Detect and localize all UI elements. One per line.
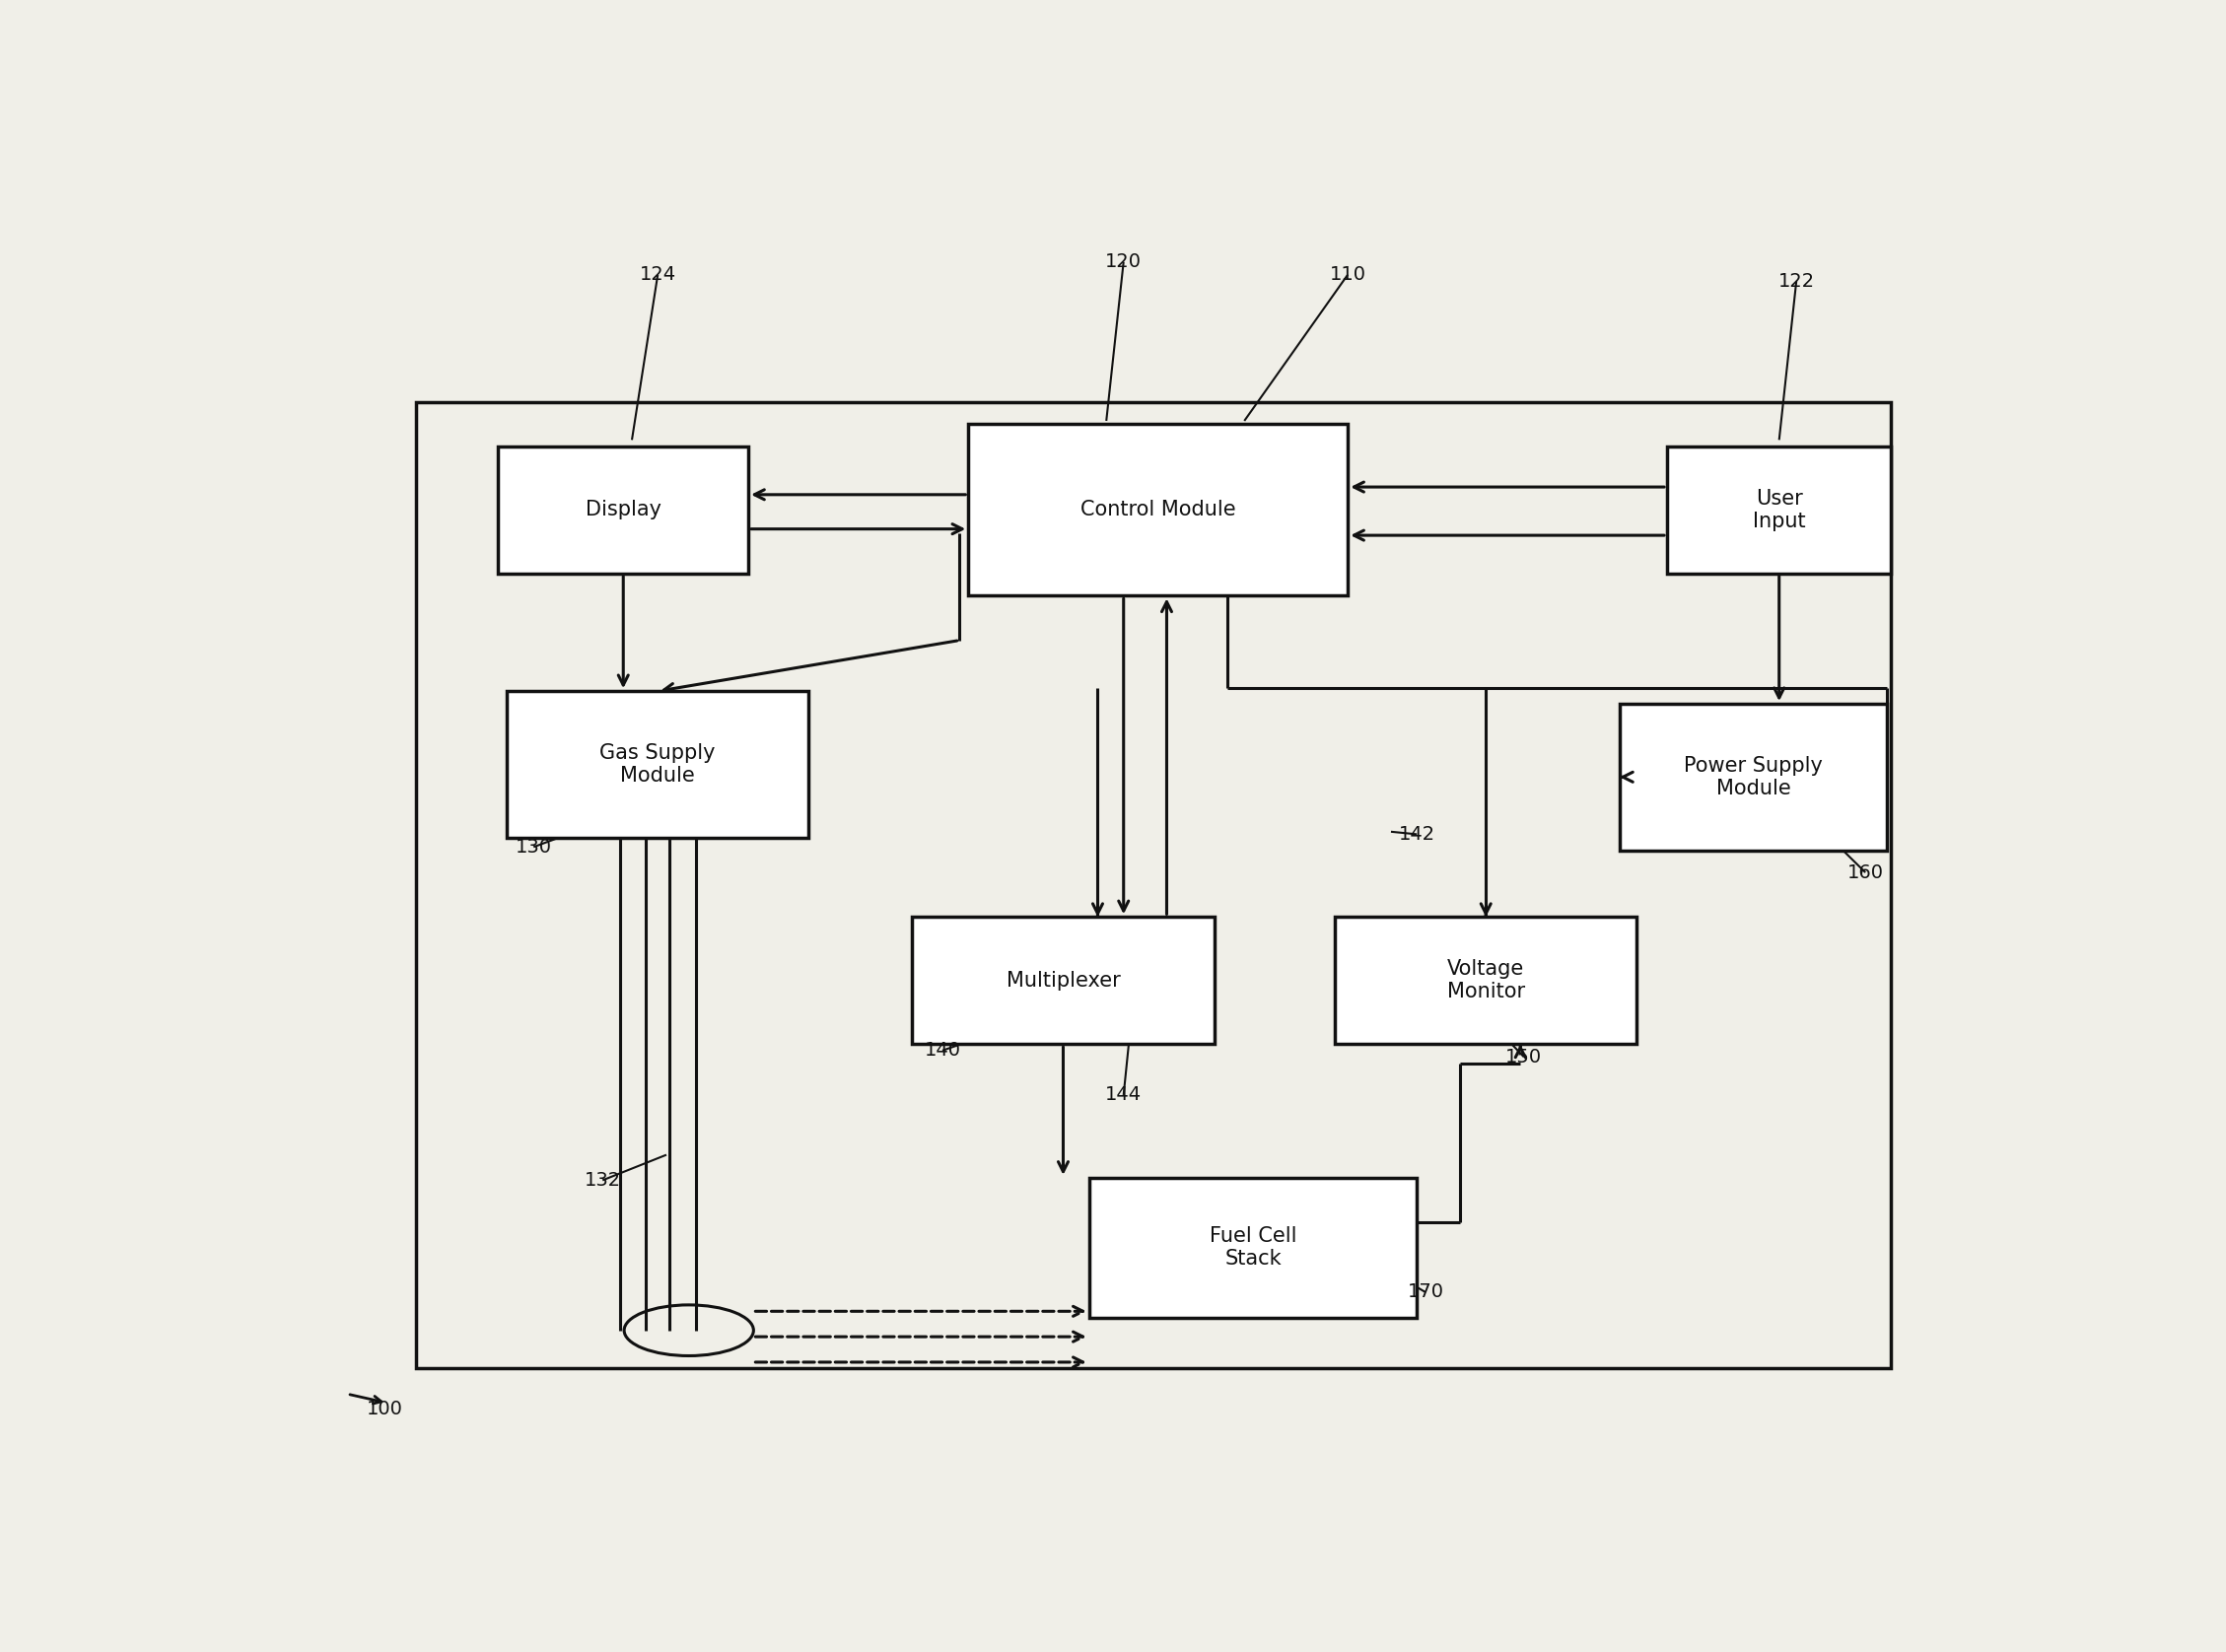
Text: 140: 140 — [924, 1041, 962, 1061]
Text: 110: 110 — [1329, 266, 1367, 284]
Text: 120: 120 — [1106, 253, 1142, 271]
Bar — [1089, 1178, 1416, 1318]
Text: Voltage
Monitor: Voltage Monitor — [1447, 960, 1525, 1001]
Bar — [1621, 704, 1888, 851]
Bar — [968, 425, 1349, 596]
Text: 142: 142 — [1398, 824, 1436, 844]
Text: Control Module: Control Module — [1080, 501, 1235, 520]
Text: 144: 144 — [1106, 1085, 1142, 1105]
Text: Fuel Cell
Stack: Fuel Cell Stack — [1209, 1226, 1296, 1269]
Text: 150: 150 — [1505, 1047, 1543, 1066]
Bar — [508, 691, 808, 838]
Text: 100: 100 — [367, 1399, 403, 1419]
Text: 130: 130 — [516, 838, 552, 856]
Bar — [1667, 446, 1892, 573]
Text: 160: 160 — [1848, 862, 1883, 882]
Text: 124: 124 — [639, 266, 677, 284]
Bar — [913, 917, 1213, 1044]
Text: Display: Display — [585, 501, 661, 520]
Text: Multiplexer: Multiplexer — [1006, 971, 1120, 991]
Bar — [499, 446, 748, 573]
Text: 132: 132 — [583, 1171, 621, 1189]
Text: Power Supply
Module: Power Supply Module — [1683, 755, 1823, 798]
Text: Gas Supply
Module: Gas Supply Module — [599, 743, 717, 786]
Bar — [1336, 917, 1636, 1044]
Text: User
Input: User Input — [1752, 489, 1805, 532]
Text: 122: 122 — [1779, 271, 1814, 291]
Text: 170: 170 — [1407, 1284, 1445, 1302]
Bar — [416, 401, 1892, 1368]
